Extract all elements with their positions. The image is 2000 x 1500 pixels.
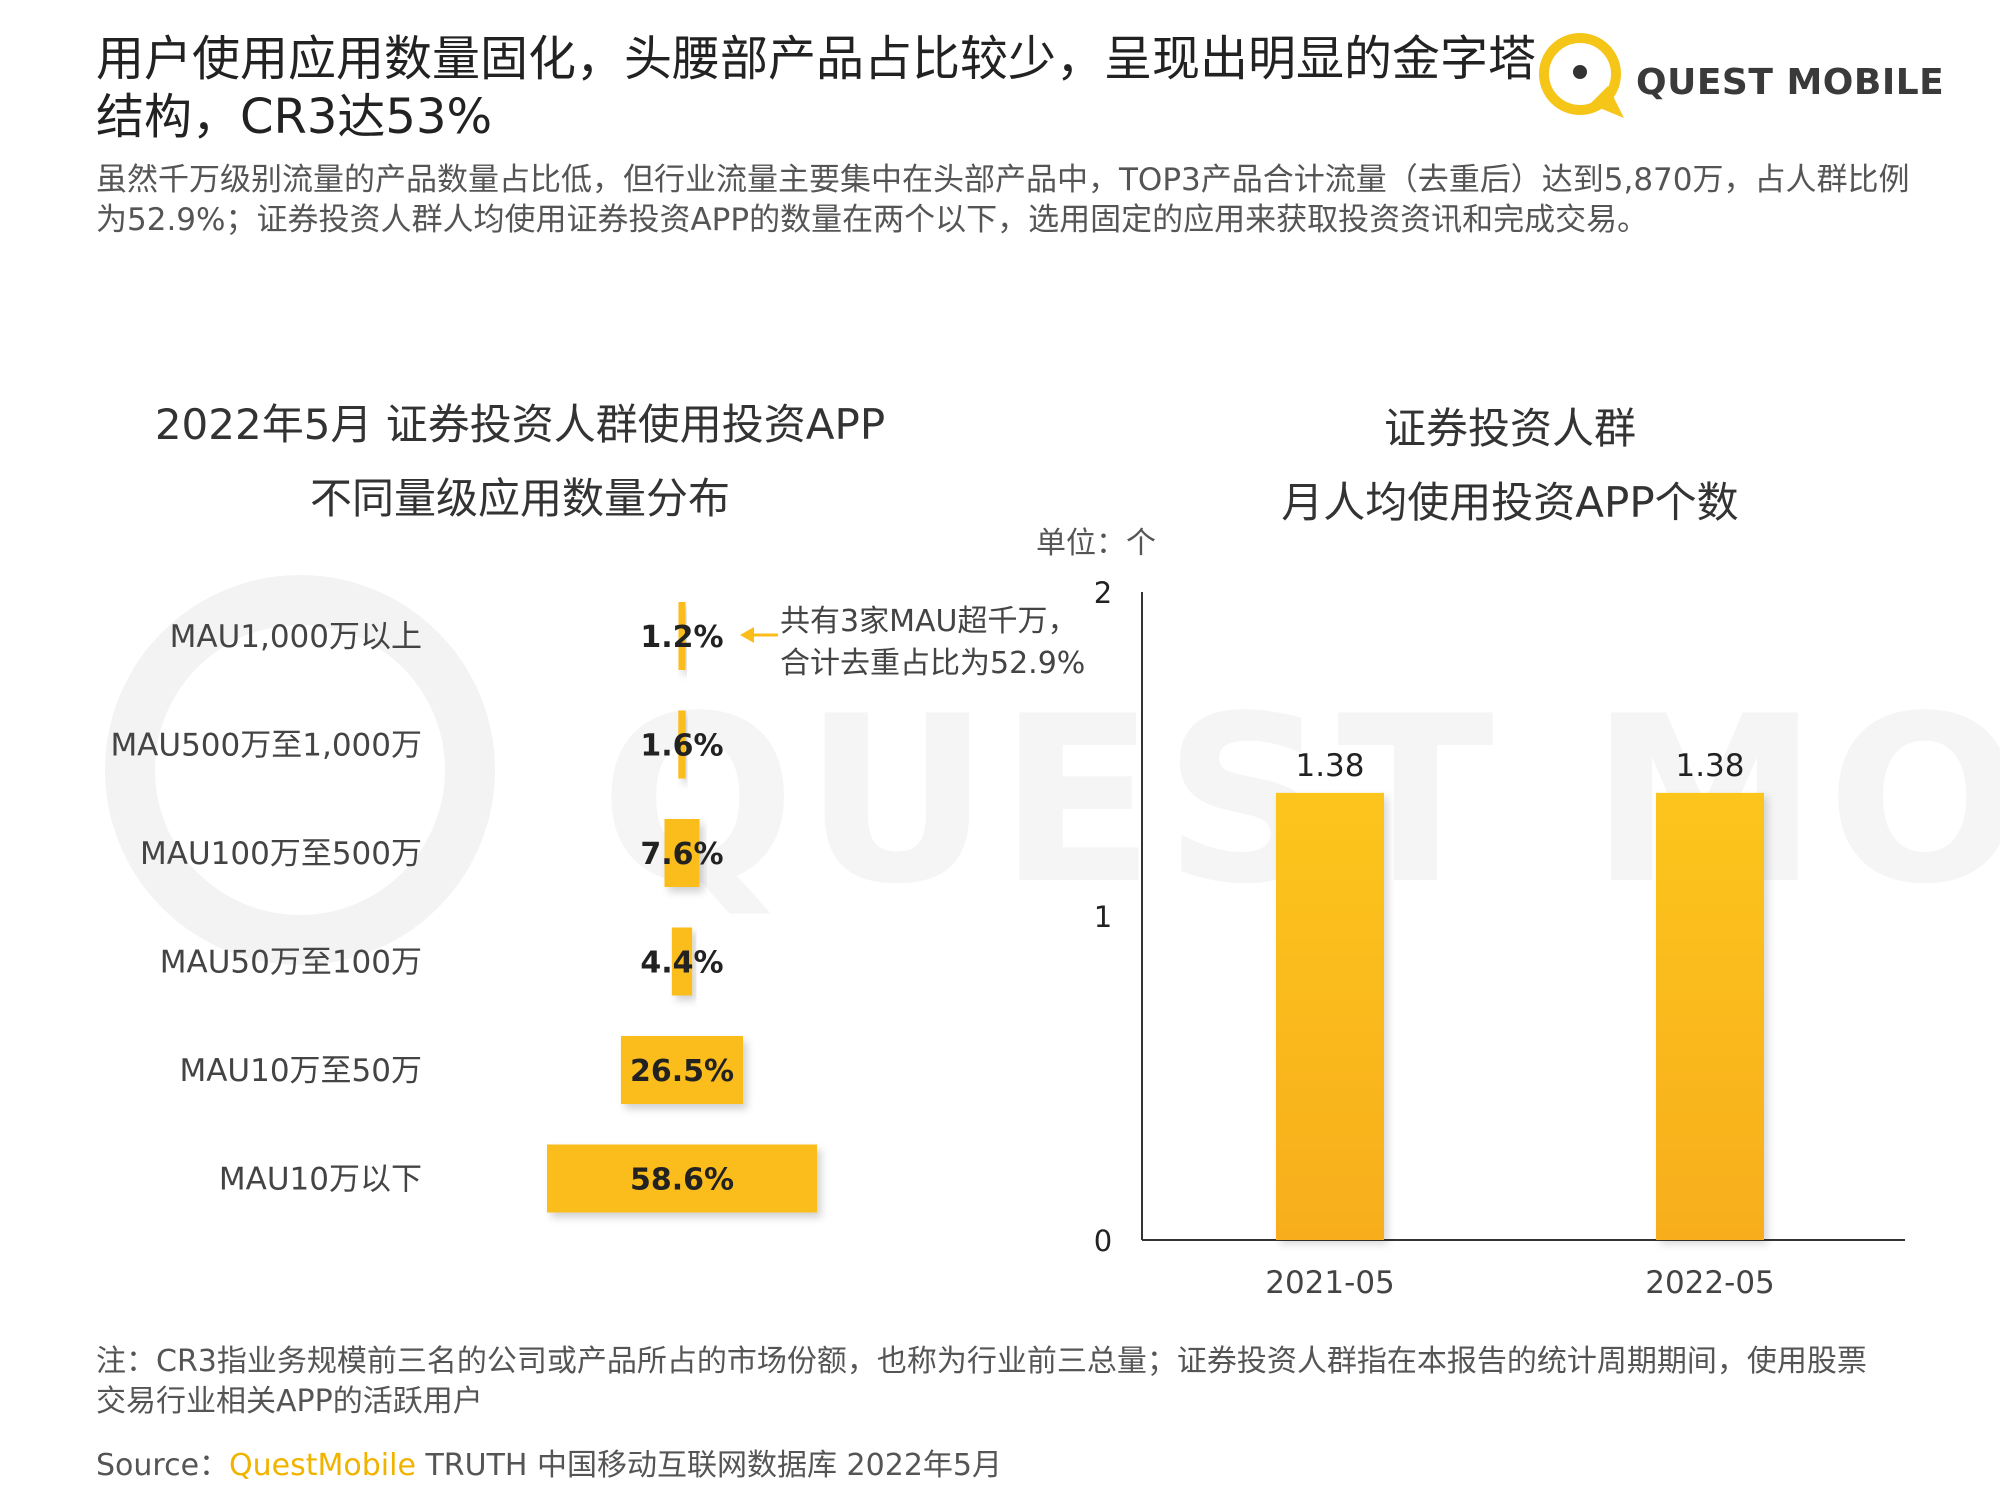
funnel-bar xyxy=(664,819,700,887)
footnote: 注：CR3指业务规模前三名的公司或产品所占的市场份额，也称为行业前三总量；证券投… xyxy=(96,1344,1867,1419)
funnel-category-label: MAU100万至500万 xyxy=(140,836,422,872)
funnel-bar xyxy=(678,710,686,779)
logo-text: QUEST MOBILE xyxy=(1636,62,1945,103)
x-tick-label: 2022-05 xyxy=(1645,1265,1775,1301)
page-title: 用户使用应用数量固化，头腰部产品占比较少，呈现出明显的金字塔结构，CR3达53% xyxy=(96,31,1537,145)
left-chart-title-line1: 2022年5月 证券投资人群使用投资APP xyxy=(154,400,886,449)
annotation-text-line2: 合计去重占比为52.9% xyxy=(780,646,1085,681)
right-chart-title-line2: 月人均使用投资APP个数 xyxy=(1281,478,1739,527)
source-prefix: Source： xyxy=(96,1448,230,1483)
source-line: Source：QuestMobile TRUTH 中国移动互联网数据库 2022… xyxy=(96,1440,1002,1484)
source-rest: TRUTH 中国移动互联网数据库 2022年5月 xyxy=(415,1448,1002,1483)
column-chart: 0 1 2 1.38 2021-05 1.38 2022-05 xyxy=(1094,576,1905,1301)
y-tick-label: 0 xyxy=(1094,1224,1112,1258)
funnel-category-label: MAU50万至100万 xyxy=(160,945,422,981)
column-bar xyxy=(1276,792,1384,1240)
column-value-label: 1.38 xyxy=(1295,748,1364,784)
funnel-bar xyxy=(620,1036,744,1104)
column-value-label: 1.38 xyxy=(1675,748,1744,784)
funnel-bar xyxy=(547,1144,817,1213)
logo xyxy=(1539,33,1624,118)
logo-tail-icon xyxy=(1590,86,1624,118)
funnel-category-label: MAU10万至50万 xyxy=(179,1053,422,1089)
funnel-value-label: 58.6% xyxy=(630,1163,734,1198)
y-tick-label: 1 xyxy=(1094,900,1112,934)
funnel-value-label: 4.4% xyxy=(640,946,723,981)
logo-ring-icon xyxy=(1539,33,1621,115)
source-brand: QuestMobile xyxy=(229,1448,416,1483)
annotation-arrow-icon xyxy=(740,627,754,643)
funnel-chart: MAU1,000万以上 1.2% MAU500万至1,000万 1.6% MAU100万… xyxy=(110,602,1085,1213)
annotation-text-line1: 共有3家MAU超千万， xyxy=(780,604,1077,639)
funnel-value-label: 1.2% xyxy=(640,620,723,655)
funnel-bar xyxy=(678,602,686,670)
funnel-value-label: 26.5% xyxy=(630,1054,734,1089)
funnel-category-label: MAU1,000万以上 xyxy=(170,619,422,655)
x-tick-label: 2021-05 xyxy=(1265,1265,1395,1301)
right-chart-title-line1: 证券投资人群 xyxy=(1383,404,1636,453)
funnel-value-label: 1.6% xyxy=(640,729,723,764)
logo-dot-icon xyxy=(1573,65,1587,79)
page-subtitle: 虽然千万级别流量的产品数量占比低，但行业流量主要集中在头部产品中，TOP3产品合… xyxy=(96,162,1910,238)
left-chart-title-line2: 不同量级应用数量分布 xyxy=(309,474,730,523)
funnel-bar xyxy=(671,927,693,996)
funnel-category-label: MAU500万至1,000万 xyxy=(110,728,422,764)
funnel-category-label: MAU10万以下 xyxy=(219,1162,422,1198)
column-bar xyxy=(1656,792,1764,1240)
left-chart-title: 2022年5月 证券投资人群使用投资APP 不同量级应用数量分布 xyxy=(110,388,930,536)
unit-label: 单位：个 xyxy=(1036,526,1156,561)
right-chart-title: 证券投资人群 月人均使用投资APP个数 xyxy=(1230,392,1790,540)
y-tick-label: 2 xyxy=(1094,576,1112,610)
funnel-value-label: 7.6% xyxy=(640,837,723,872)
